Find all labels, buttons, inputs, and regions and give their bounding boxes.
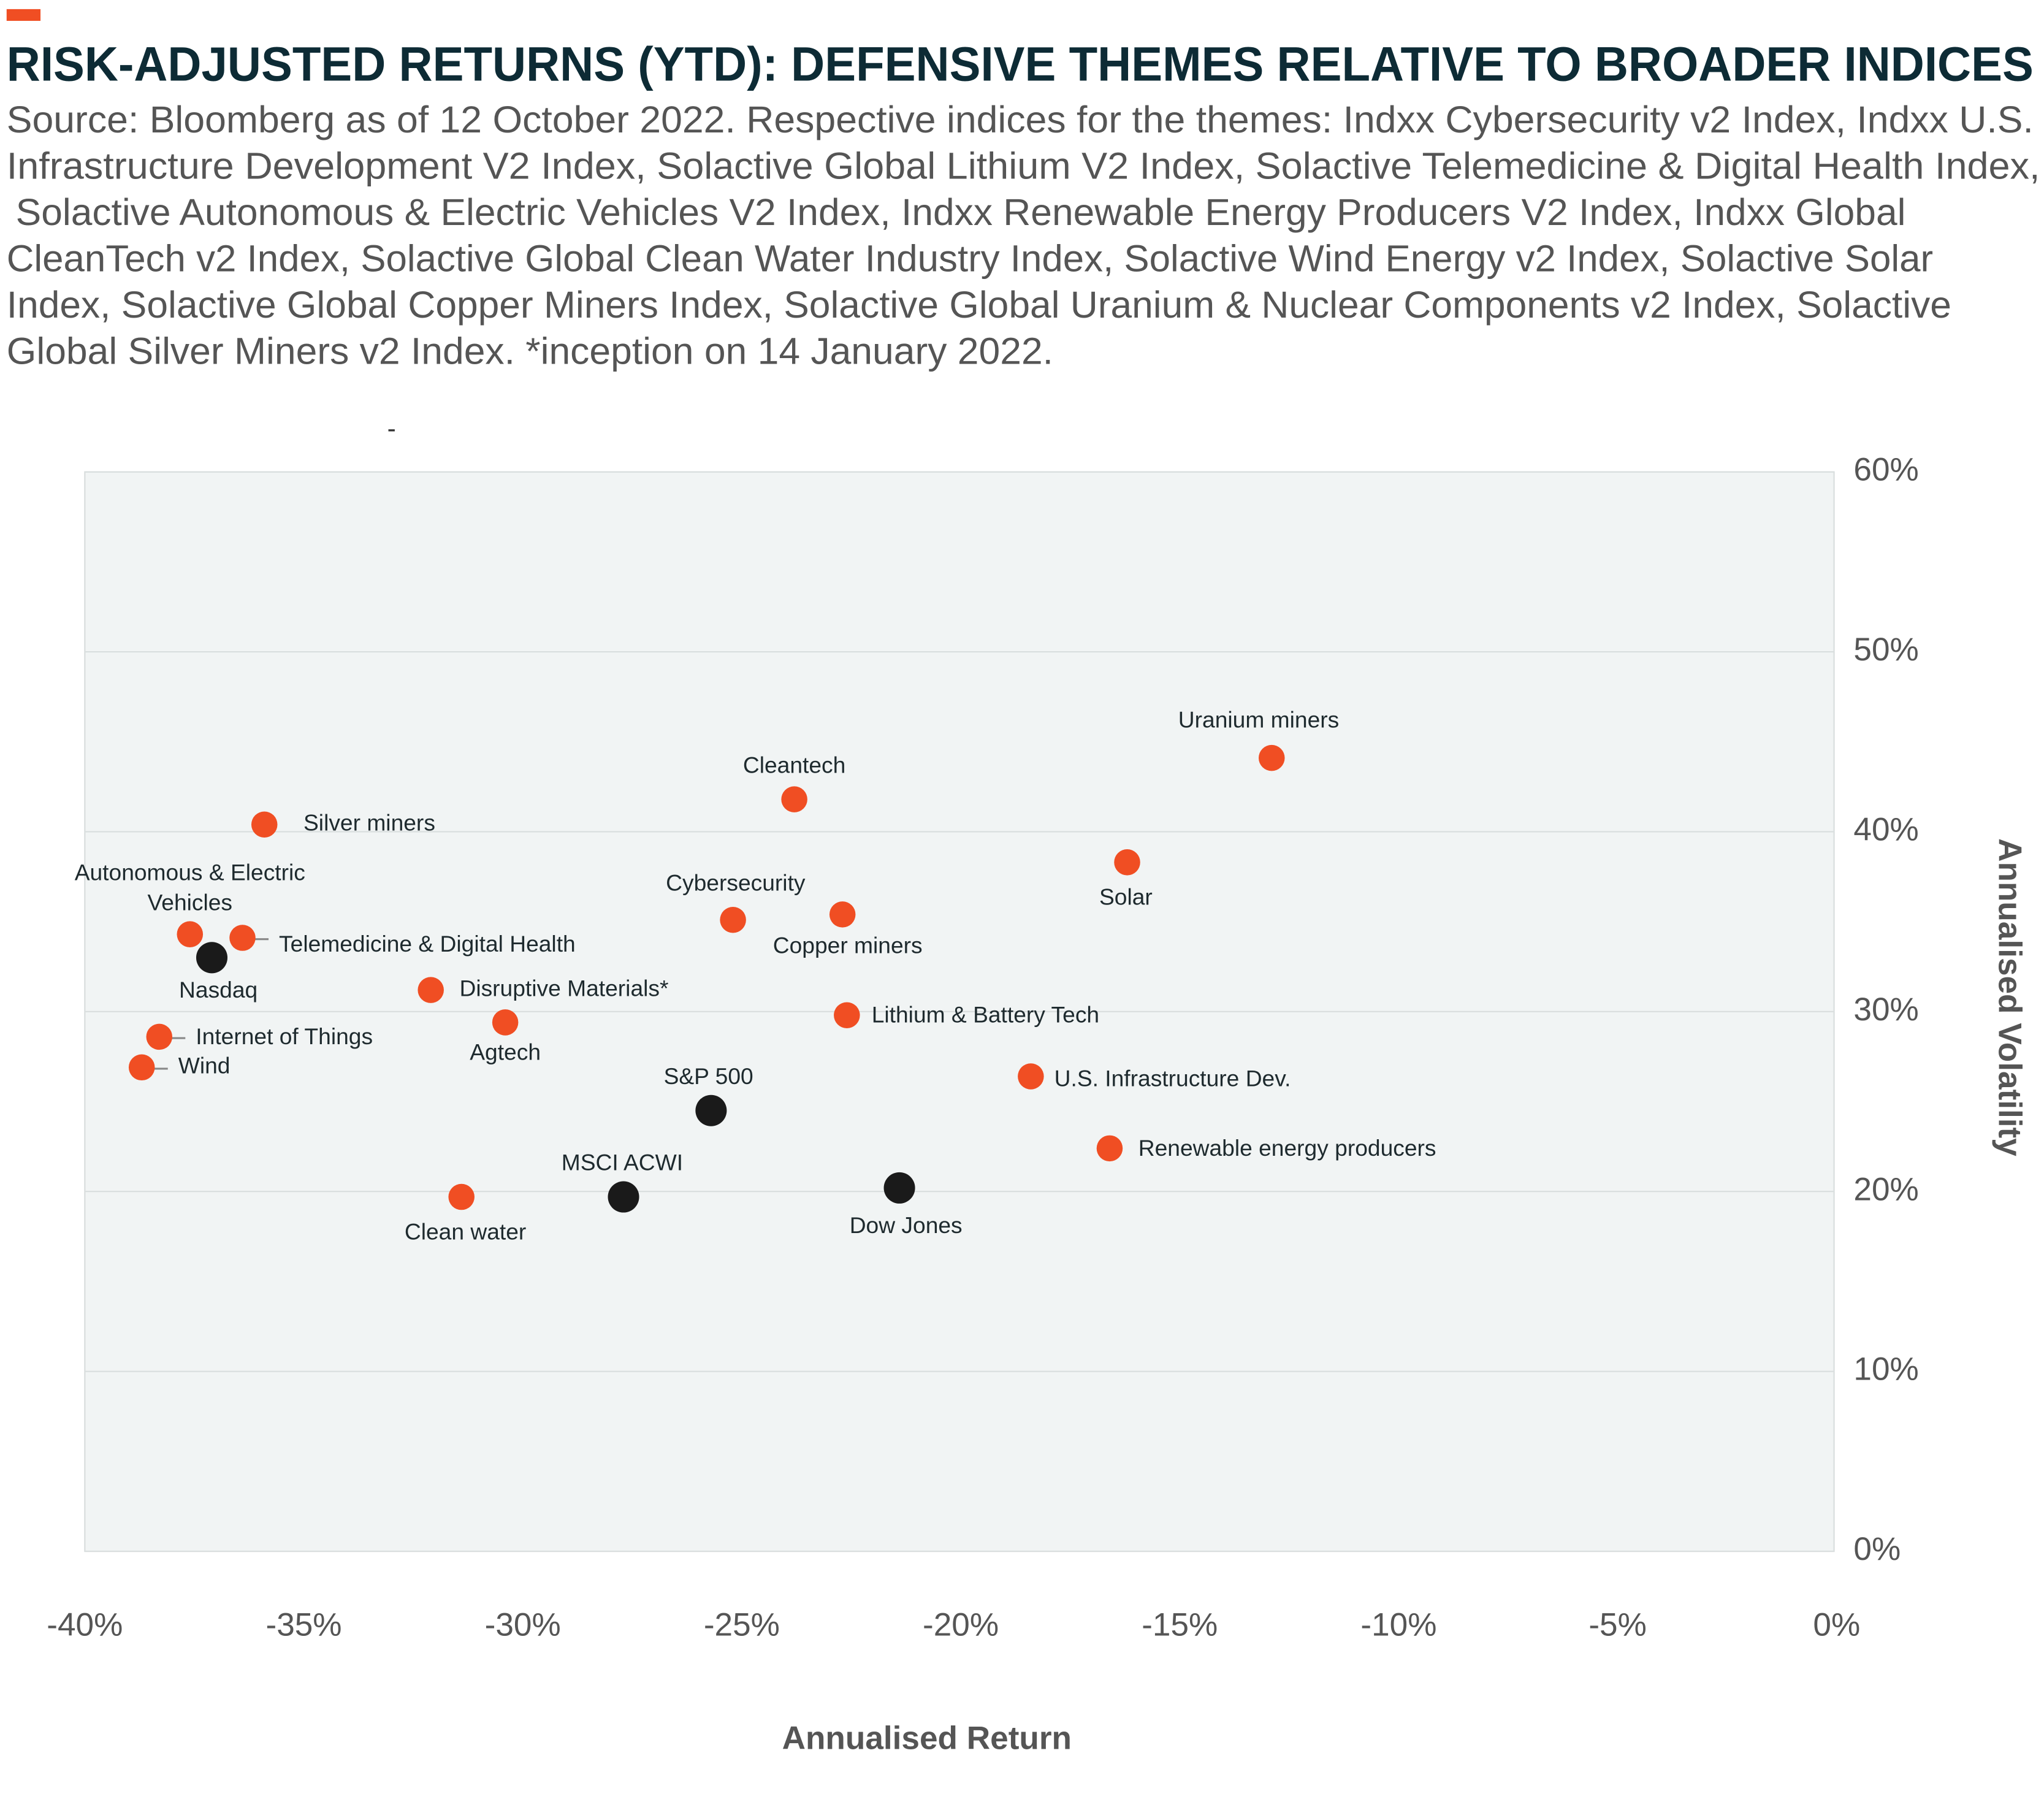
point	[1114, 849, 1140, 876]
point-label: Clean water	[405, 1218, 526, 1244]
point-label: S&P 500	[664, 1063, 753, 1089]
subtitle-line: Index, Solactive Global Copper Miners In…	[7, 284, 1951, 326]
point-label: Cybersecurity	[666, 870, 806, 896]
point-label: Telemedicine & Digital Health	[279, 931, 576, 957]
point	[128, 1054, 155, 1081]
point	[146, 1023, 173, 1050]
point	[720, 906, 746, 933]
subtitle-line: Source: Bloomberg as of 12 October 2022.…	[7, 99, 2034, 141]
y-tick-label: 10%	[1853, 1351, 1918, 1388]
point	[834, 1002, 860, 1028]
point-label: Dow Jones	[850, 1212, 963, 1238]
point	[196, 942, 228, 974]
point	[608, 1181, 639, 1213]
x-tick-label: -35%	[265, 1606, 341, 1643]
point-label: Autonomous & Electric	[75, 860, 305, 885]
y-tick-label: 0%	[1853, 1531, 1901, 1567]
point-label: Internet of Things	[196, 1023, 373, 1049]
point	[251, 811, 278, 838]
brand-bar	[6, 9, 41, 21]
subtitle-line: CleanTech v2 Index, Solactive Global Cle…	[7, 238, 1933, 280]
y-tick-label: 40%	[1853, 811, 1918, 847]
x-tick-label: -10%	[1360, 1606, 1436, 1643]
y-axis-title: Annualised Volatility	[1991, 838, 2027, 1156]
point	[781, 786, 807, 812]
point-label: MSCI ACWI	[562, 1150, 683, 1175]
point-label: Solar	[1099, 884, 1153, 910]
subtitle-line: Solactive Autonomous & Electric Vehicles…	[16, 191, 1906, 234]
point-label: Renewable energy producers	[1138, 1135, 1436, 1161]
point-label: Lithium & Battery Tech	[872, 1002, 1099, 1028]
point	[229, 925, 256, 951]
point-label: Disruptive Materials*	[459, 975, 668, 1001]
y-tick-label: 50%	[1853, 632, 1918, 668]
x-tick-label: -30%	[485, 1606, 561, 1643]
point	[1096, 1135, 1123, 1162]
point	[448, 1183, 475, 1210]
point-label: Copper miners	[773, 932, 923, 958]
x-tick-label: -20%	[923, 1606, 999, 1643]
x-tick-label: 0%	[1813, 1606, 1860, 1643]
point	[177, 921, 204, 947]
point	[492, 1009, 519, 1036]
point	[418, 977, 444, 1003]
annotation: -	[387, 414, 396, 443]
point-label: Wind	[178, 1053, 231, 1079]
x-tick-label: -40%	[47, 1606, 123, 1643]
point-label: Agtech	[470, 1039, 541, 1064]
point-label: Cleantech	[743, 752, 845, 777]
x-tick-label: -15%	[1142, 1606, 1218, 1643]
point-label: Nasdaq	[179, 977, 257, 1003]
point-label: U.S. Infrastructure Dev.	[1054, 1066, 1291, 1091]
point-label: Silver miners	[303, 810, 435, 836]
point	[883, 1172, 915, 1204]
y-tick-label: 20%	[1853, 1171, 1918, 1207]
point	[829, 901, 856, 928]
x-axis-title: Annualised Return	[782, 1720, 1072, 1756]
point	[1259, 744, 1285, 771]
subtitle-line: Infrastructure Development V2 Index, Sol…	[7, 145, 2040, 188]
point-label: Vehicles	[148, 890, 233, 915]
y-tick-label: 60%	[1853, 452, 1918, 488]
subtitle-line: Global Silver Miners v2 Index. *inceptio…	[7, 330, 1053, 373]
point	[695, 1094, 727, 1126]
point	[1018, 1063, 1044, 1090]
chart-title: RISK-ADJUSTED RETURNS (YTD): DEFENSIVE T…	[7, 37, 2034, 91]
y-tick-label: 30%	[1853, 991, 1918, 1028]
point-label: Uranium miners	[1178, 706, 1339, 732]
x-tick-label: -5%	[1588, 1606, 1647, 1643]
x-tick-label: -25%	[704, 1606, 780, 1643]
